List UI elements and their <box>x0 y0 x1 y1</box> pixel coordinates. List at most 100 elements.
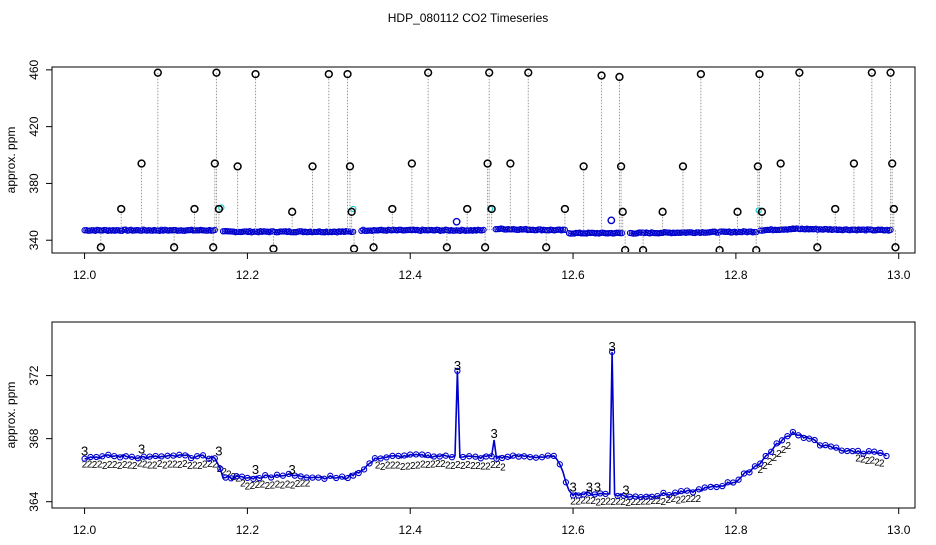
mean-point <box>122 453 130 460</box>
series-3-marker: 3 <box>454 358 461 373</box>
x-tick-label: 12.6 <box>561 268 585 282</box>
minor-marker: 2 <box>305 478 311 489</box>
minor-marker: 2 <box>879 459 885 470</box>
series-3-marker: 3 <box>594 480 601 495</box>
plot-frame <box>51 66 916 254</box>
mean-point <box>267 474 275 481</box>
mean-point <box>689 489 697 496</box>
minor-marker: 2 <box>590 496 596 507</box>
mean-point <box>459 453 467 461</box>
mean-point <box>762 452 769 460</box>
minor-marker: 2 <box>192 461 198 472</box>
mean-point <box>472 453 479 460</box>
bottom-panel-co2-mean: 12.0 12.2 12.4 12.6 12.8 13.0 364 368 372 approx.… <box>4 321 916 537</box>
baseline-point <box>618 229 626 237</box>
minor-marker: 2 <box>470 461 476 472</box>
raw-spike-point <box>214 204 224 214</box>
mean-point <box>677 487 685 495</box>
raw-spike-point <box>849 159 859 168</box>
mean-point <box>614 492 621 500</box>
raw-spike-point <box>345 162 355 171</box>
mean-point <box>746 469 753 476</box>
series-3-marker: 3 <box>569 480 576 495</box>
mean-point <box>757 460 764 467</box>
minor-marker: 2 <box>686 494 692 505</box>
minor-marker: 2 <box>82 460 88 471</box>
raw-spike-point <box>776 159 785 168</box>
mean-point <box>608 348 616 356</box>
raw-spike-point <box>616 162 626 171</box>
mean-point <box>789 428 797 436</box>
mean-point <box>395 452 402 460</box>
minor-marker: 2 <box>665 495 671 506</box>
minor-marker: 2 <box>207 459 213 470</box>
minor-marker: 2 <box>375 460 381 471</box>
mean-point <box>377 455 384 462</box>
mean-point <box>279 472 287 479</box>
series-3-marker: 3 <box>586 480 593 495</box>
mean-point <box>105 451 112 458</box>
cyan-point <box>218 204 225 211</box>
mean-point <box>730 479 737 486</box>
raw-spike-point <box>269 244 278 252</box>
minor-marker: 2 <box>495 460 501 471</box>
mean-point <box>454 367 461 375</box>
minor-marker: 2 <box>771 453 777 464</box>
mean-point <box>683 487 691 494</box>
y-tick-label: 368 <box>27 428 41 448</box>
mean-point <box>550 452 557 460</box>
raw-spike-point <box>888 159 897 168</box>
baseline-point <box>887 226 894 234</box>
minor-marker: 2 <box>187 461 193 472</box>
mean-point <box>116 454 124 461</box>
mean-point <box>654 492 661 500</box>
x-tick-label: 12.4 <box>399 268 423 282</box>
mean-point <box>256 474 263 482</box>
minor-marker: 2 <box>691 494 697 505</box>
raw-spike-point <box>597 71 606 80</box>
raw-spike-point <box>715 246 724 252</box>
minor-marker: 2 <box>420 460 426 471</box>
baseline-point <box>350 228 357 236</box>
raw-spike-point <box>407 159 417 168</box>
raw-spike-point <box>485 68 494 77</box>
mean-point <box>360 466 368 473</box>
minor-marker: 2 <box>615 496 621 507</box>
minor-marker: 2 <box>132 461 138 472</box>
minor-marker: 2 <box>435 459 441 470</box>
minor-marker: 2 <box>660 497 666 508</box>
raw-spike-point <box>831 204 840 214</box>
series-3-marker: 3 <box>215 443 222 458</box>
minor-marker: 2 <box>137 459 143 470</box>
minor-marker: 2 <box>874 457 880 468</box>
mean-point <box>176 451 183 458</box>
minor-marker: 2 <box>445 461 451 472</box>
minor-marker: 2 <box>758 465 764 476</box>
minor-marker: 2 <box>226 469 232 480</box>
mean-point <box>719 482 726 490</box>
x-tick-label: 12.0 <box>73 268 97 282</box>
raw-spike-point <box>212 68 221 77</box>
raw-spike-point <box>813 243 822 252</box>
minor-marker: 2 <box>172 460 178 471</box>
mean-point <box>778 437 786 444</box>
minor-marker: 2 <box>270 480 276 491</box>
mean-point <box>146 453 153 460</box>
minor-marker: 2 <box>260 480 266 491</box>
raw-spike-point <box>891 243 900 252</box>
mean-point <box>250 475 257 483</box>
raw-spike-point <box>579 162 588 171</box>
raw-spike-point <box>190 204 199 214</box>
minor-marker: 2 <box>600 497 606 508</box>
minor-marker: 2 <box>595 497 601 508</box>
raw-spike-point <box>463 204 472 214</box>
mean-point <box>811 436 818 444</box>
raw-spike-point <box>210 159 219 168</box>
mean-point <box>707 483 714 491</box>
raw-spike-point <box>483 159 492 168</box>
mean-point <box>822 441 829 449</box>
series-3-marker: 3 <box>252 462 259 477</box>
mean-point <box>158 453 165 460</box>
series-3-marker: 3 <box>490 426 497 441</box>
raw-spike-point <box>169 243 179 252</box>
